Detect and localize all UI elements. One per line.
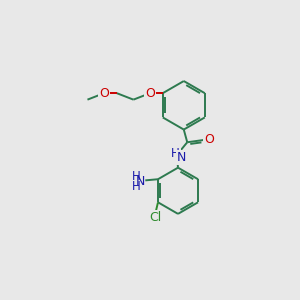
Text: N: N xyxy=(177,151,187,164)
Text: H: H xyxy=(132,170,141,183)
Text: Cl: Cl xyxy=(150,211,162,224)
Text: O: O xyxy=(145,87,155,100)
Text: H: H xyxy=(171,147,180,160)
Text: O: O xyxy=(204,134,214,146)
Text: N: N xyxy=(136,175,145,188)
Text: O: O xyxy=(99,87,109,100)
Text: H: H xyxy=(132,180,141,193)
